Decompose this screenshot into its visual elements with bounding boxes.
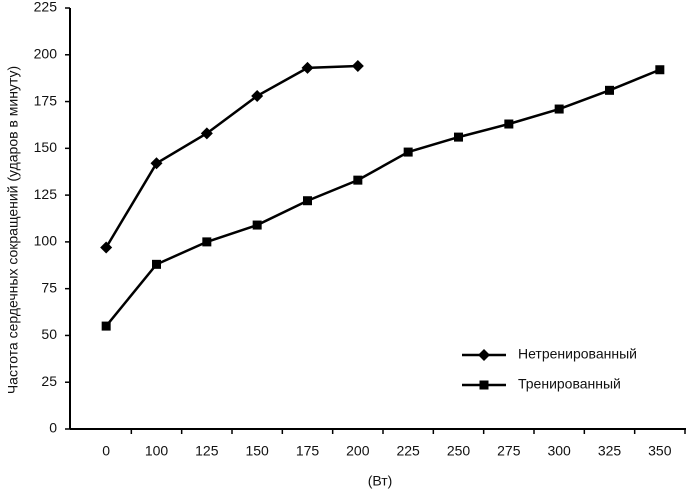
data-point — [353, 175, 363, 185]
x-tick-label: 275 — [497, 443, 521, 459]
y-axis-label: Частота сердечных сокращений (ударов в м… — [5, 66, 21, 394]
legend-label: Нетренированный — [518, 346, 637, 362]
y-tick-label: 150 — [34, 139, 58, 155]
data-point — [351, 60, 364, 73]
x-tick-label: 0 — [102, 443, 110, 459]
x-axis-label: (Вт) — [368, 473, 393, 489]
data-point — [251, 89, 264, 102]
y-tick-label: 0 — [49, 420, 57, 436]
legend-marker — [478, 349, 490, 361]
x-tick-label: 100 — [145, 443, 169, 459]
data-point — [655, 65, 665, 75]
y-tick-label: 200 — [34, 45, 58, 61]
y-tick-label: 75 — [41, 279, 57, 295]
series-line — [105, 68, 661, 327]
data-point — [303, 196, 312, 206]
data-point — [605, 85, 614, 95]
x-tick-label: 250 — [447, 443, 471, 459]
y-tick-label: 50 — [41, 326, 57, 342]
data-point — [101, 321, 111, 331]
y-tick-label: 175 — [34, 92, 58, 108]
data-point — [152, 259, 161, 269]
y-tick-label: 125 — [34, 186, 58, 202]
data-point — [504, 119, 514, 129]
x-tick-label: 125 — [195, 443, 219, 459]
data-point — [202, 237, 212, 247]
legend-label: Тренированный — [518, 376, 621, 392]
data-point — [150, 157, 163, 170]
x-tick-label: 325 — [598, 443, 622, 459]
data-point — [403, 147, 413, 157]
legend-marker — [479, 380, 489, 390]
data-point — [252, 220, 262, 230]
x-tick-label: 300 — [547, 443, 571, 459]
data-point — [554, 104, 564, 114]
x-tick-label: 350 — [648, 443, 672, 459]
y-tick-label: 25 — [41, 373, 57, 389]
data-point — [100, 241, 113, 254]
x-tick-label: 225 — [396, 443, 420, 459]
x-tick-label: 175 — [296, 443, 320, 459]
y-tick-label: 225 — [34, 0, 58, 15]
series-line — [105, 64, 358, 249]
y-tick-label: 100 — [34, 233, 58, 249]
data-point — [454, 132, 463, 142]
x-tick-label: 150 — [245, 443, 269, 459]
x-tick-label: 200 — [346, 443, 370, 459]
data-point — [200, 127, 213, 140]
data-point — [301, 61, 314, 74]
